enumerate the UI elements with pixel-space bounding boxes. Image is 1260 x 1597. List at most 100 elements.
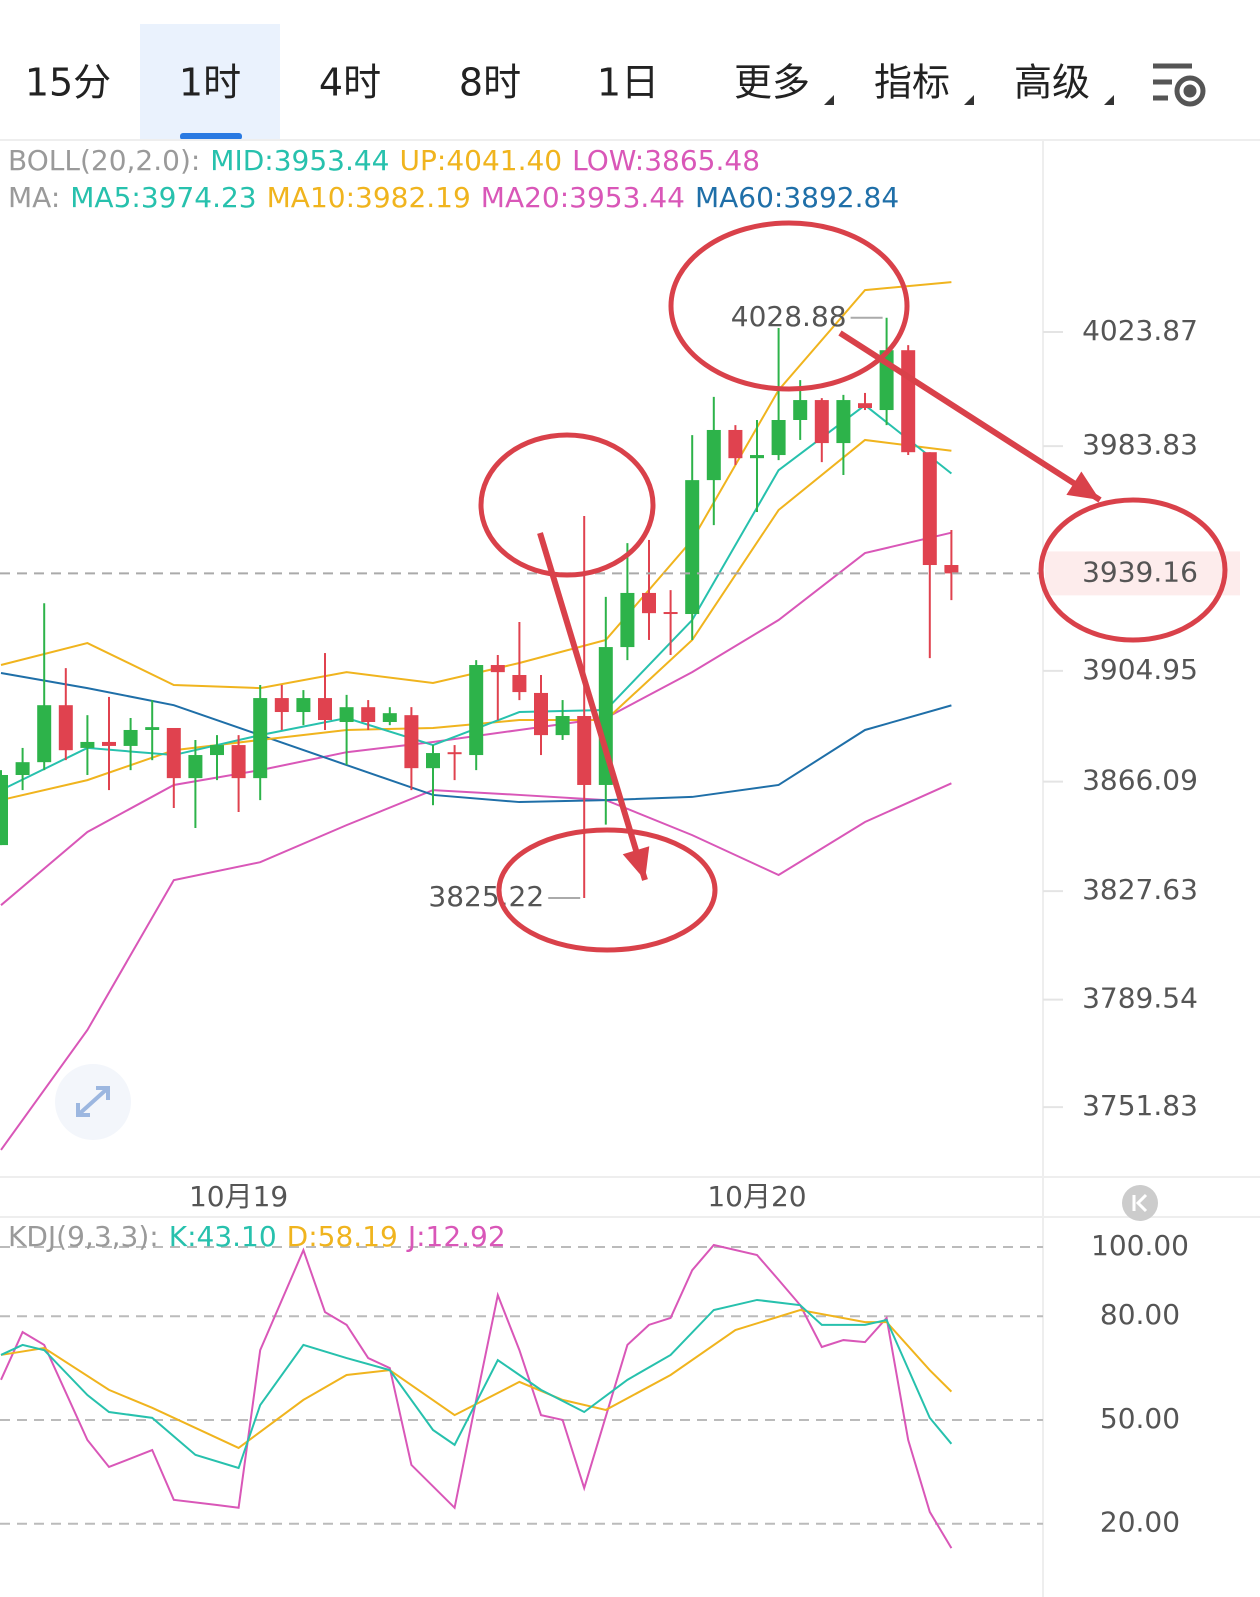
legend-item: MA60:3892.84: [695, 181, 899, 214]
candle-body: [274, 698, 289, 713]
tab[interactable]: 更多: [734, 61, 810, 105]
candle-body: [166, 727, 181, 779]
candle-body: [620, 592, 635, 648]
candle-body: [123, 729, 138, 746]
y-tick-label: 20.00: [1100, 1506, 1180, 1539]
tab[interactable]: 1时: [179, 61, 241, 105]
tab[interactable]: 高级: [1014, 61, 1090, 105]
legend-item: MA10:3982.19: [267, 181, 471, 214]
candle-body: [858, 403, 872, 409]
candle-body: [37, 705, 52, 763]
candle-body: [663, 612, 678, 615]
candle-body: [253, 698, 268, 779]
candle-body: [382, 713, 397, 723]
candle-body: [469, 665, 484, 756]
legend: MA: MA5:3974.23 MA10:3982.19 MA20:3953.44 MA…: [8, 181, 899, 214]
y-tick-label: 50.00: [1100, 1402, 1180, 1435]
dropdown-marker: [824, 95, 834, 105]
candle-body: [296, 698, 311, 713]
legend-item: K:43.10: [169, 1220, 277, 1253]
y-tick-label: 3866.09: [1082, 764, 1198, 797]
y-tick-label: 3904.95: [1082, 653, 1198, 686]
legend-item: LOW:3865.48: [572, 144, 760, 177]
candle-body: [490, 665, 505, 673]
candle-body: [728, 429, 743, 459]
annotation-arrowhead: [622, 846, 650, 880]
candle-body: [814, 400, 829, 444]
y-tick-label: 3789.54: [1082, 982, 1198, 1015]
dropdown-marker: [964, 95, 974, 105]
y-tick-label: 100.00: [1091, 1229, 1189, 1262]
legend: KDJ(9,3,3): K:43.10 D:58.19 J:12.92: [8, 1220, 506, 1253]
candle-body: [0, 774, 8, 846]
tab[interactable]: 8时: [459, 61, 521, 105]
tab[interactable]: 1日: [597, 61, 659, 105]
candle-body: [188, 755, 203, 779]
candle-body: [210, 745, 224, 756]
annotation-arrowhead: [1066, 471, 1100, 500]
candle-body: [15, 762, 30, 775]
dropdown-marker: [1104, 95, 1114, 105]
selected-tab-underline: [180, 133, 242, 140]
extreme-label: 4028.88: [731, 300, 847, 333]
annotation-circle: [478, 432, 656, 578]
candle-body: [706, 429, 721, 481]
candle-body: [642, 592, 656, 614]
y-tick-label: 3751.83: [1082, 1089, 1198, 1122]
candle-body: [771, 420, 786, 456]
indicator-line: [0, 1298, 953, 1470]
candle-body: [447, 752, 462, 755]
y-tick-label: 80.00: [1100, 1298, 1180, 1331]
legend-item: MA:: [8, 181, 60, 214]
candle-body: [922, 452, 937, 566]
expand-icon[interactable]: [55, 1064, 131, 1140]
last-price-bg: [1045, 551, 1240, 596]
x-tick-label: 10月19: [189, 1180, 288, 1213]
selected-tab-bg: [140, 24, 280, 140]
legend-item: KDJ(9,3,3):: [8, 1220, 159, 1253]
y-tick-label: 3983.83: [1082, 428, 1198, 461]
extreme-label: 3825.22: [428, 880, 544, 913]
legend-item: MA20:3953.44: [481, 181, 685, 214]
candle-body: [80, 741, 95, 748]
legend-item: BOLL(20,2.0):: [8, 144, 200, 177]
indicator-line: [0, 782, 952, 1151]
candle-body: [555, 716, 570, 736]
legend: BOLL(20,2.0): MID:3953.44 UP:4041.40 LOW:38…: [8, 144, 760, 177]
candle-body: [58, 705, 73, 751]
legend-item: UP:4041.40: [400, 144, 563, 177]
collapse-icon[interactable]: [1122, 1185, 1158, 1221]
indicator-line: [0, 672, 952, 804]
tab[interactable]: 4时: [319, 61, 381, 105]
y-tick-label: 4023.87: [1082, 314, 1198, 347]
candle-body: [577, 716, 592, 785]
annotation-circle: [496, 827, 718, 953]
legend-item: J:12.92: [406, 1220, 506, 1253]
y-tick-label: 3827.63: [1082, 873, 1198, 906]
candle-body: [750, 455, 764, 459]
candle-body: [901, 350, 916, 453]
annotation-circle: [668, 220, 910, 392]
annotation-arrow: [537, 532, 648, 881]
candle-body: [685, 480, 700, 615]
candle-body: [944, 565, 959, 574]
candle-body: [793, 400, 808, 421]
candle-body: [534, 692, 548, 736]
candle-body: [426, 753, 440, 769]
candle-body: [512, 674, 527, 693]
settings-icon[interactable]: [1153, 63, 1206, 107]
indicator-line: [0, 1308, 953, 1450]
indicator-line: [0, 1243, 953, 1549]
candle-body: [318, 698, 332, 721]
last-price-label: 3939.16: [1082, 555, 1198, 588]
tab[interactable]: 15分: [25, 61, 111, 105]
legend-item: D:58.19: [287, 1220, 398, 1253]
tab[interactable]: 指标: [874, 61, 950, 105]
annotation-arrow: [838, 330, 1102, 503]
x-tick-label: 10月20: [707, 1180, 806, 1213]
legend-item: MA5:3974.23: [70, 181, 256, 214]
candle-body: [836, 400, 851, 444]
candle-body: [339, 707, 354, 723]
